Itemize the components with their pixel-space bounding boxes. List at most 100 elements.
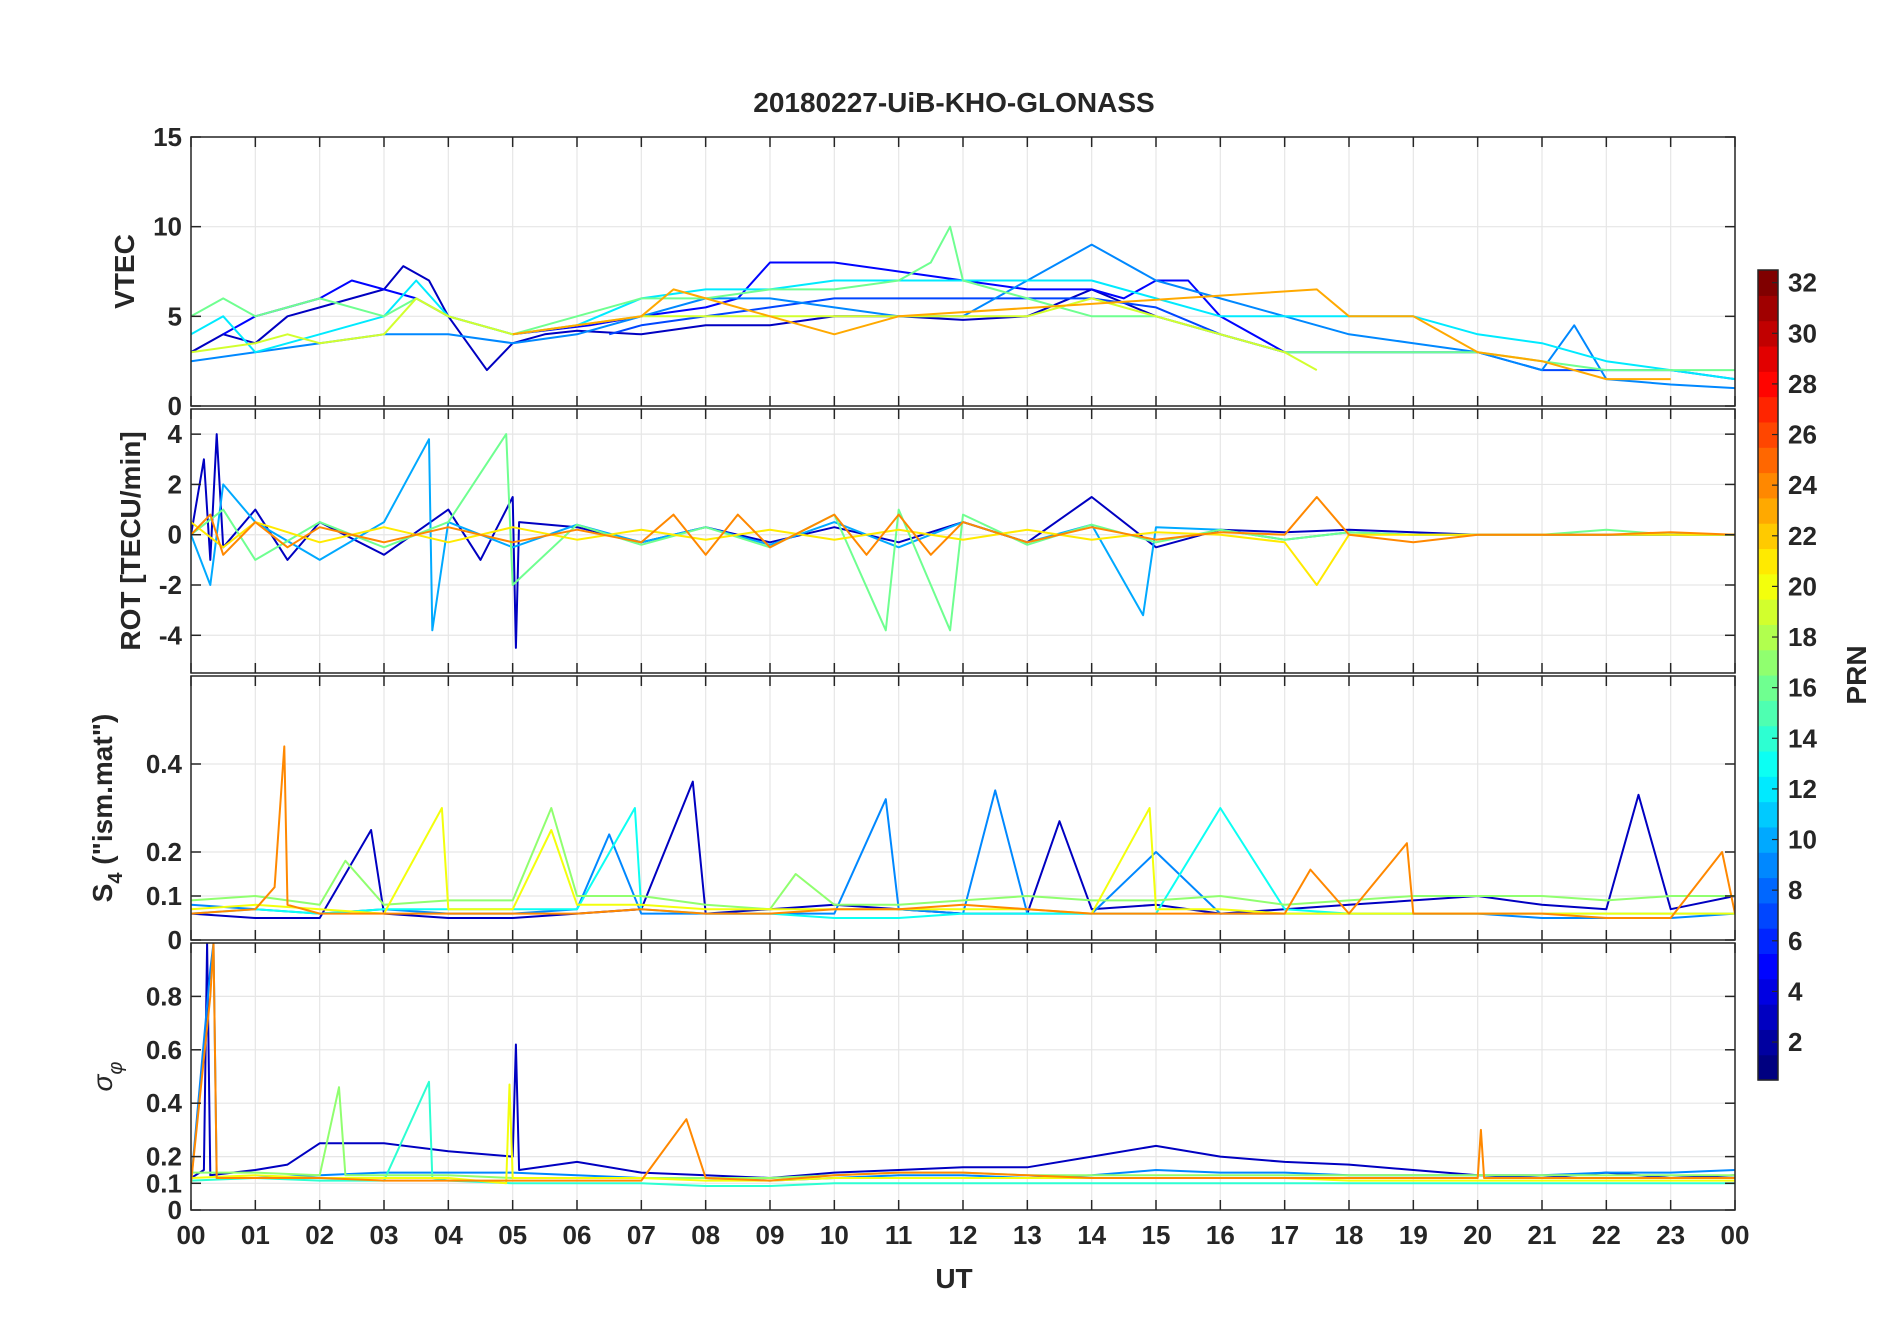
series-group bbox=[191, 433, 1735, 649]
x-tick-label: 08 bbox=[691, 1220, 720, 1250]
x-tick-label: 00 bbox=[1721, 1220, 1750, 1250]
y-tick-label: 0.4 bbox=[146, 749, 183, 779]
y-tick-label: 10 bbox=[153, 212, 182, 242]
colorbar-tick-label: 32 bbox=[1788, 268, 1817, 298]
x-tick-label: 14 bbox=[1077, 1220, 1106, 1250]
x-tick-label: 10 bbox=[820, 1220, 849, 1250]
colorbar-segment bbox=[1758, 320, 1778, 347]
x-tick-label: 17 bbox=[1270, 1220, 1299, 1250]
y-tick-label: 0.6 bbox=[146, 1035, 182, 1065]
x-tick-label: 23 bbox=[1656, 1220, 1685, 1250]
colorbar-tick-label: 30 bbox=[1788, 318, 1817, 348]
colorbar-segment bbox=[1758, 750, 1778, 777]
x-tick-label: 05 bbox=[498, 1220, 527, 1250]
panel-vtec: 0 5 10 15 VTEC bbox=[109, 122, 1736, 421]
colorbar-segment bbox=[1758, 472, 1778, 499]
x-tick-label: 20 bbox=[1463, 1220, 1492, 1250]
y-axis-label: σφ bbox=[87, 1062, 127, 1092]
colorbar-segment bbox=[1758, 700, 1778, 727]
colorbar-tick-label: 4 bbox=[1788, 976, 1803, 1006]
x-tick-label: 18 bbox=[1335, 1220, 1364, 1250]
y-tick-label: 0 bbox=[168, 1195, 182, 1225]
x-tick-label: 07 bbox=[627, 1220, 656, 1250]
colorbar-tick-label: 16 bbox=[1788, 673, 1817, 703]
colorbar-tick-label: 12 bbox=[1788, 774, 1817, 804]
x-tick-label: 21 bbox=[1528, 1220, 1557, 1250]
colorbar-tick-label: 24 bbox=[1788, 470, 1817, 500]
colorbar-segment bbox=[1758, 497, 1778, 524]
colorbar-segment bbox=[1758, 649, 1778, 676]
colorbar-label: PRN bbox=[1841, 645, 1872, 704]
colorbar-segment bbox=[1758, 523, 1778, 550]
colorbar-tick-label: 26 bbox=[1788, 420, 1817, 450]
colorbar-segment bbox=[1758, 371, 1778, 398]
panel-s4: 0 0.1 0.2 0.4 S4 ("ism.mat") bbox=[87, 675, 1736, 955]
x-tick-label: 04 bbox=[434, 1220, 463, 1250]
colorbar-segment bbox=[1758, 776, 1778, 803]
y-tick-label: 0 bbox=[168, 520, 182, 550]
x-tick-label: 00 bbox=[177, 1220, 206, 1250]
x-tick-label: 11 bbox=[885, 1220, 913, 1250]
colorbar-segment bbox=[1758, 295, 1778, 322]
y-tick-label: 0 bbox=[168, 925, 182, 955]
y-tick-label: 0.8 bbox=[146, 981, 182, 1011]
colorbar-segment bbox=[1758, 801, 1778, 828]
y-tick-label: 0.2 bbox=[146, 837, 182, 867]
colorbar-tick-label: 14 bbox=[1788, 723, 1817, 753]
y-tick-label: 5 bbox=[168, 301, 182, 331]
series-line-prn-16 bbox=[191, 225, 1735, 372]
colorbar-tick-label: 18 bbox=[1788, 622, 1817, 652]
series-group bbox=[191, 943, 1735, 1187]
series-group bbox=[191, 225, 1735, 390]
y-axis-label-rest: ("ism.mat") bbox=[87, 714, 118, 873]
series-line-prn-17 bbox=[191, 807, 1735, 911]
series-group bbox=[191, 745, 1735, 919]
colorbar-segment bbox=[1758, 573, 1778, 600]
series-line-prn-9 bbox=[191, 243, 1735, 390]
colorbar-tick-label: 10 bbox=[1788, 825, 1817, 855]
colorbar-tick-label: 6 bbox=[1788, 926, 1802, 956]
colorbar-segment bbox=[1758, 978, 1778, 1005]
colorbar-segment bbox=[1758, 826, 1778, 853]
y-axis-label-subscript: φ bbox=[105, 1062, 127, 1075]
colorbar-segment bbox=[1758, 345, 1778, 372]
panel-sigma_phi: 00 01 02 03 04 05 06 07 08 09 10 11 12 13 14 15 16 17 18 19… bbox=[87, 942, 1750, 1250]
colorbar-segment bbox=[1758, 1029, 1778, 1056]
x-tick-label: 09 bbox=[756, 1220, 785, 1250]
x-tick-label: 16 bbox=[1206, 1220, 1235, 1250]
y-tick-label: 0.1 bbox=[146, 881, 182, 911]
y-tick-label: 4 bbox=[168, 419, 183, 449]
colorbar-segment bbox=[1758, 902, 1778, 929]
colorbar-segment bbox=[1758, 1054, 1778, 1081]
x-tick-label: 15 bbox=[1142, 1220, 1171, 1250]
colorbar-tick-label: 2 bbox=[1788, 1027, 1802, 1057]
series-line-prn-24 bbox=[191, 943, 1735, 1184]
y-axis-label: VTEC bbox=[109, 234, 140, 309]
series-line-prn-23 bbox=[512, 288, 1671, 381]
colorbar-frame bbox=[1757, 269, 1779, 1081]
x-tick-label: 02 bbox=[305, 1220, 334, 1250]
colorbar-segment bbox=[1758, 447, 1778, 474]
series-line-prn-24 bbox=[191, 496, 1735, 556]
colorbar-segment bbox=[1758, 928, 1778, 955]
colorbar-segment bbox=[1758, 953, 1778, 980]
y-tick-label: 2 bbox=[168, 469, 182, 499]
series-line-prn-19 bbox=[191, 297, 1318, 371]
series-line-prn-21 bbox=[191, 521, 1735, 586]
x-tick-label: 01 bbox=[241, 1220, 270, 1250]
colorbar-segment bbox=[1758, 1004, 1778, 1030]
y-axis-label: S4 ("ism.mat") bbox=[87, 714, 127, 903]
series-line-prn-24 bbox=[191, 745, 1735, 919]
colorbar-tick-label: 22 bbox=[1788, 521, 1817, 551]
x-tick-label: 06 bbox=[563, 1220, 592, 1250]
x-tick-label: 22 bbox=[1592, 1220, 1621, 1250]
y-tick-label: 0 bbox=[168, 391, 182, 421]
y-tick-label: 0.2 bbox=[146, 1142, 182, 1172]
colorbar-segment bbox=[1758, 421, 1778, 448]
y-axis-label-main: σ bbox=[87, 1073, 118, 1091]
colorbar-tick-label: 28 bbox=[1788, 369, 1817, 399]
y-axis-label-subscript: 4 bbox=[105, 872, 127, 884]
colorbar-segment bbox=[1758, 725, 1778, 752]
